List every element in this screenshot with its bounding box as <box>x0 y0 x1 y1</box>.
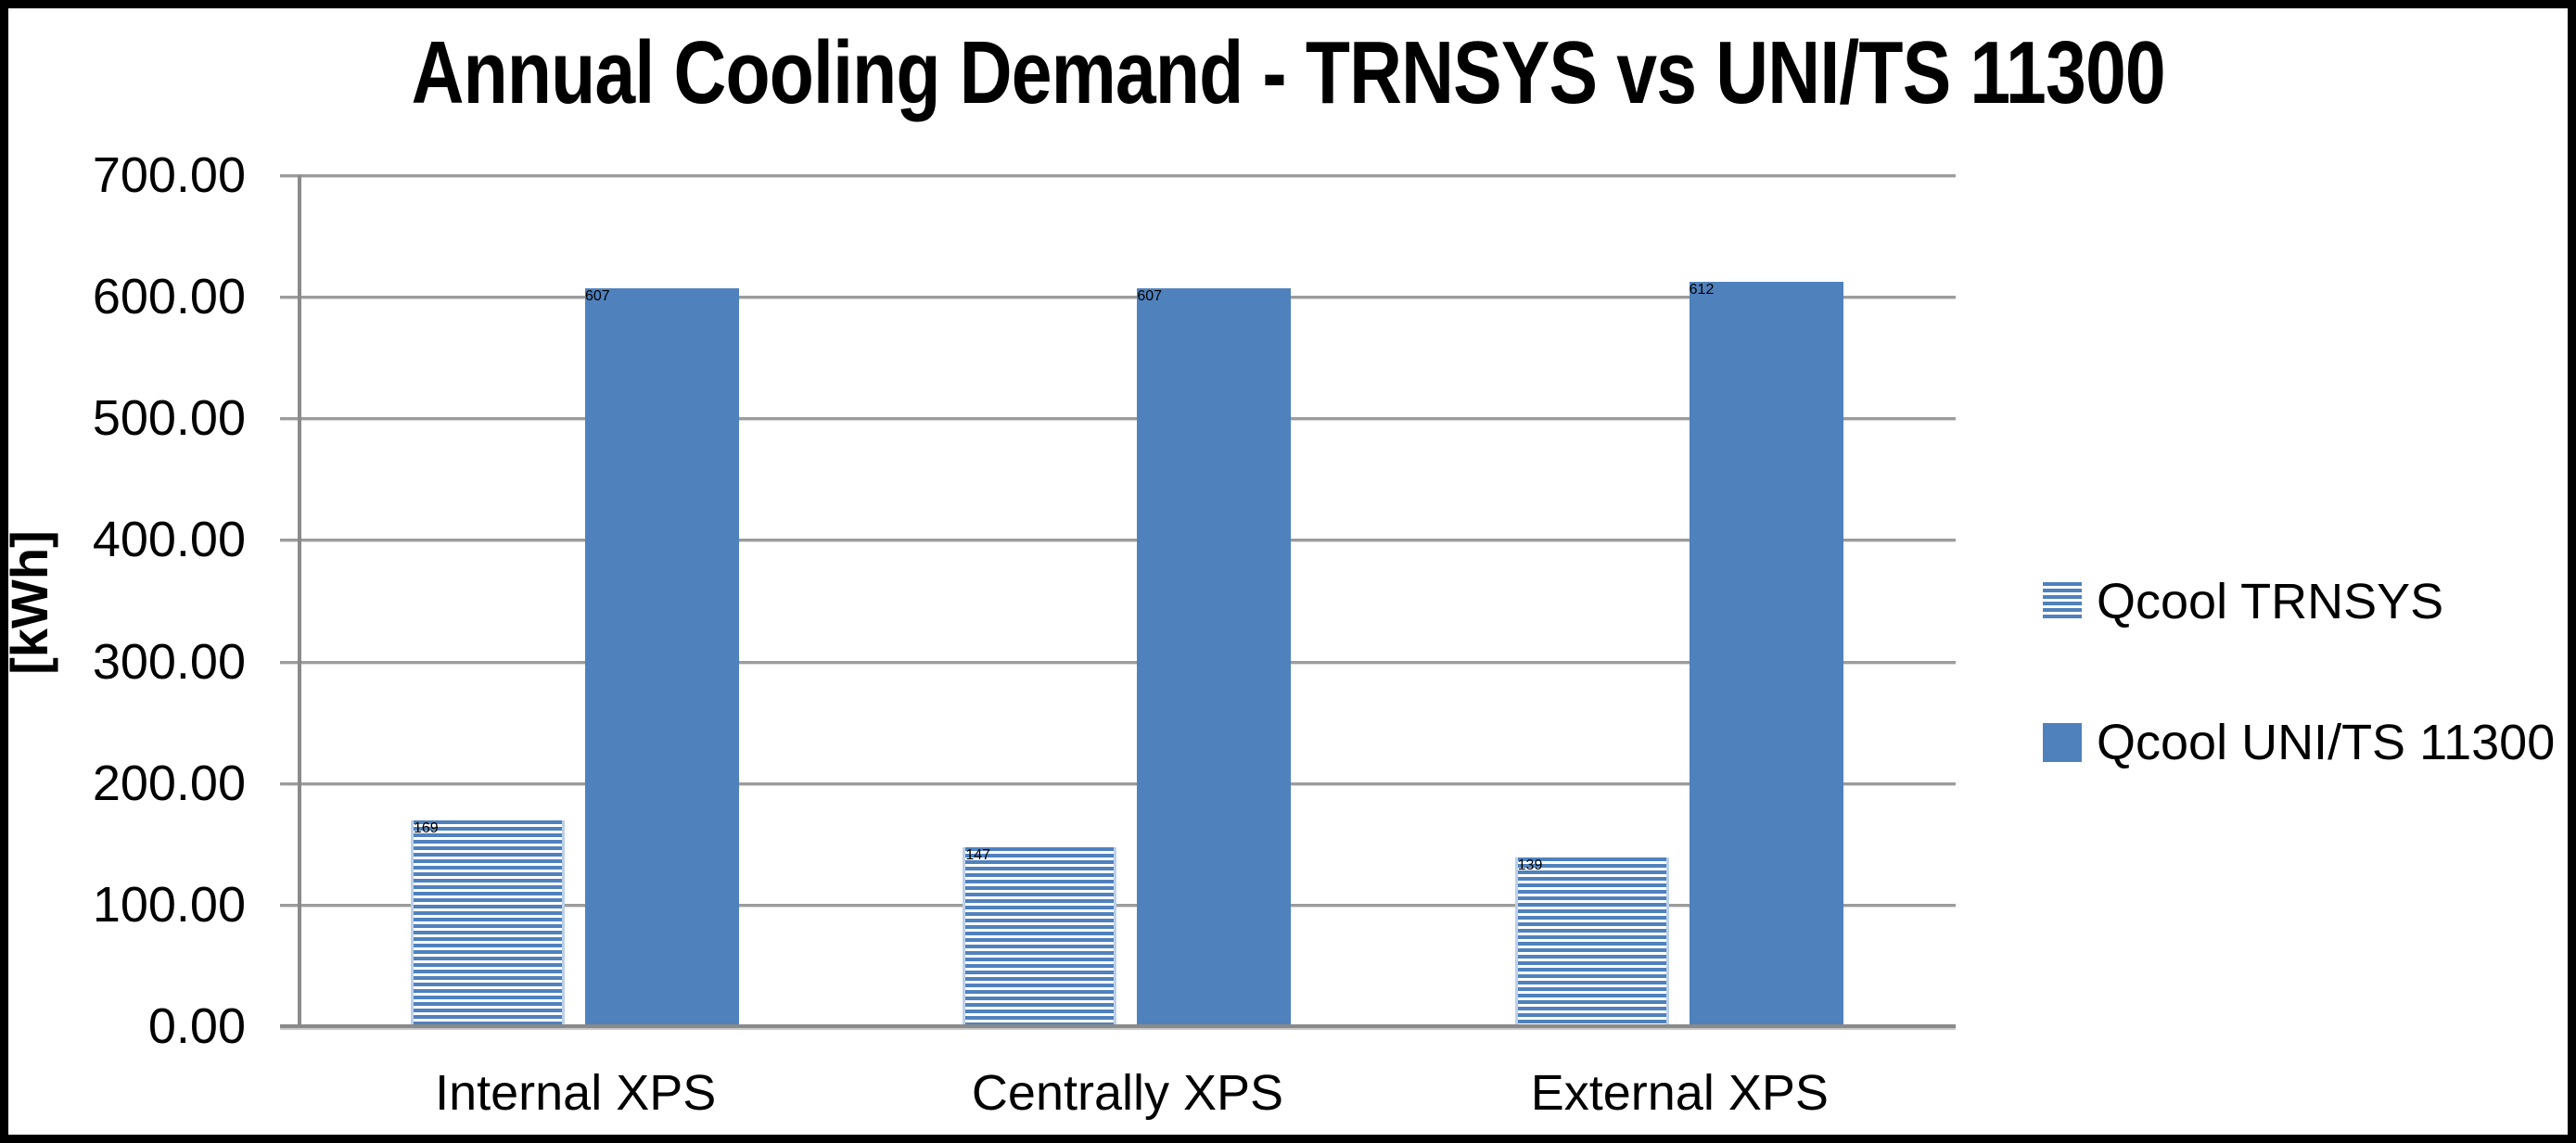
y-tick-label-500: 500.00 <box>92 390 246 447</box>
plot-area: 0.00 100.00 200.00 300.00 400.00 500.00 600.00… <box>93 147 1956 1121</box>
legend-key-qcool-uni-ts-11300-icon <box>2043 723 2082 762</box>
legend-label-qcool-trnsys: Qcool TRNSYS <box>2097 574 2444 629</box>
y-tick-label-700: 700.00 <box>92 147 246 203</box>
y-tick-label-300: 300.00 <box>92 633 246 690</box>
x-axis-label-external-xps: External XPS <box>1530 1065 1829 1121</box>
chart-title: Annual Cooling Demand - TRNSYS vs UNI/TS… <box>8 21 2568 125</box>
gridline-100 <box>280 903 1956 908</box>
legend: Qcool TRNSYS Qcool UNI/TS 11300 <box>2043 573 2555 771</box>
legend-item-qcool-uni-ts-11300: Qcool UNI/TS 11300 <box>2043 714 2555 771</box>
y-tick-label-100: 100.00 <box>92 876 246 933</box>
gridline-200 <box>280 781 1956 786</box>
legend-key-qcool-trnsys-icon <box>2043 582 2082 621</box>
y-tick-label-400: 400.00 <box>92 512 246 568</box>
gridline-500 <box>280 417 1956 422</box>
bar-qcool-trnsys-centrally-xps: 147 <box>963 847 1117 1026</box>
bar-qcool-trnsys-internal-xps: 169 <box>411 820 565 1026</box>
x-axis-label-centrally-xps: Centrally XPS <box>971 1065 1284 1121</box>
legend-label-qcool-uni-ts-11300: Qcool UNI/TS 11300 <box>2097 715 2556 770</box>
legend-item-qcool-trnsys: Qcool TRNSYS <box>2043 573 2555 630</box>
y-tick-label-600: 600.00 <box>92 269 246 325</box>
bar-qcool-trnsys-external-xps: 139 <box>1514 857 1669 1026</box>
y-axis-line <box>298 175 301 1028</box>
y-tick-label-200: 200.00 <box>92 755 246 811</box>
gridline-600 <box>280 296 1956 300</box>
y-axis-title: [kWh] <box>0 530 58 675</box>
bar-qcool-uni-ts-11300-internal-xps: 607 <box>585 287 739 1026</box>
x-axis-baseline <box>280 1024 1956 1030</box>
gridline-400 <box>280 539 1956 543</box>
y-tick-label-0: 0.00 <box>147 998 246 1054</box>
bar-qcool-uni-ts-11300-external-xps: 612 <box>1689 282 1843 1026</box>
bar-qcool-uni-ts-11300-centrally-xps: 607 <box>1137 287 1292 1026</box>
gridline-300 <box>280 660 1956 665</box>
x-axis-label-internal-xps: Internal XPS <box>435 1065 717 1121</box>
gridline-700 <box>280 174 1956 178</box>
chart-title-text: Annual Cooling Demand - TRNSYS vs UNI/TS… <box>411 23 2165 122</box>
